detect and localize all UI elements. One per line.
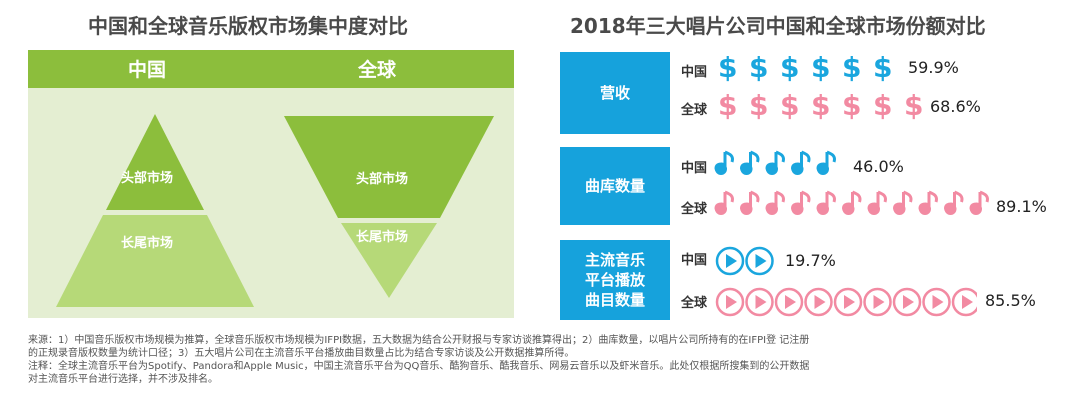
note-line: 的正规录音版权数量为统计口径；3）五大唱片公司在主流音乐平台播放曲目数量占比为结…	[28, 348, 575, 359]
catalog-china-label: 中国	[681, 161, 708, 176]
music-note-icon	[790, 150, 811, 175]
dollar-icon: $	[873, 89, 893, 122]
china-long-tail-trapezoid	[56, 215, 254, 307]
dollar-icon: $	[904, 89, 924, 122]
music-note-icon	[943, 190, 964, 215]
revenue-global-label: 全球	[681, 103, 708, 118]
streaming-china-value: 19.7%	[785, 251, 836, 270]
music-note-icon	[892, 190, 913, 215]
catalog-global-label: 全球	[681, 202, 708, 217]
panel-header: 中国 全球	[28, 50, 514, 88]
streaming-global-icons	[715, 287, 977, 317]
dollar-icon: $	[873, 51, 893, 84]
global-long-tail-triangle	[341, 223, 437, 298]
revenue-category-box: 营收	[560, 52, 670, 134]
catalog-china-value: 46.0%	[853, 157, 904, 176]
dollar-icon: $	[749, 89, 769, 122]
revenue-china-label: 中国	[681, 65, 708, 80]
dollar-icon: $	[811, 51, 831, 84]
china-long-tail-label: 长尾市场	[121, 236, 174, 251]
dollar-icon: $	[718, 89, 738, 122]
music-note-icon	[739, 190, 760, 215]
china-header: 中国	[128, 59, 167, 81]
music-note-icon	[714, 190, 734, 215]
source-notes: 来源：1）中国音乐版权市场规模为推算，全球音乐版权市场规模为IFPI数据，五大数…	[28, 334, 1058, 386]
concentration-panel: 中国 全球 头部市场 长尾市场 头部市场 长尾市场	[28, 50, 514, 318]
streaming-china-label: 中国	[681, 253, 708, 268]
music-note-icon	[969, 190, 989, 215]
pyramid-diagram	[56, 114, 494, 307]
note-line: 注释：全球主流音乐平台为Spotify、Pandora和Apple Music，…	[28, 361, 810, 372]
global-header: 全球	[358, 59, 397, 81]
play-icon	[951, 287, 977, 317]
play-icon	[774, 287, 804, 317]
music-note-icon	[790, 190, 811, 215]
catalog-category-box: 曲库数量	[560, 147, 670, 225]
music-note-icon	[816, 150, 836, 175]
music-note-icon	[918, 190, 938, 215]
revenue-global-value: 68.6%	[930, 97, 981, 116]
right-chart-title: 2018年三大唱片公司中国和全球市场份额对比	[570, 14, 986, 38]
music-note-icon	[714, 150, 734, 175]
play-icon	[804, 287, 833, 317]
streaming-category-box: 主流音乐 平台播放 曲目数量	[560, 240, 670, 320]
music-note-icon	[765, 150, 785, 175]
catalog-china-icons	[714, 150, 836, 175]
play-icon	[745, 246, 774, 276]
music-note-icon	[841, 190, 862, 215]
global-head-market-trapezoid	[284, 116, 494, 218]
play-icon	[745, 287, 774, 317]
dollar-icon: $	[842, 51, 862, 84]
china-head-market-triangle	[106, 114, 204, 210]
global-head-market-label: 头部市场	[356, 172, 409, 187]
music-note-icon	[816, 190, 836, 215]
play-icon	[715, 246, 745, 276]
revenue-china-value: 59.9%	[908, 58, 959, 77]
streaming-china-icons	[715, 246, 774, 276]
global-long-tail-label: 长尾市场	[356, 230, 409, 245]
dollar-icon: $	[842, 89, 862, 122]
dollar-icon: $	[811, 89, 831, 122]
dollar-icon: $	[718, 51, 738, 84]
music-note-icon	[765, 190, 785, 215]
left-chart-title: 中国和全球音乐版权市场集中度对比	[88, 14, 408, 38]
play-icon	[922, 287, 951, 317]
catalog-global-value: 89.1%	[996, 197, 1047, 216]
play-icon	[863, 287, 892, 317]
streaming-category-label: 主流音乐 平台播放 曲目数量	[584, 251, 645, 309]
dollar-icon: $	[749, 51, 769, 84]
streaming-global-label: 全球	[681, 296, 708, 311]
note-line: 对主流音乐平台进行选择，并不涉及排名。	[28, 374, 218, 385]
dollar-icon: $	[780, 51, 800, 84]
music-note-icon	[867, 190, 887, 215]
streaming-global-value: 85.5%	[985, 291, 1036, 310]
dollar-icon: $	[780, 89, 800, 122]
music-note-icon	[739, 150, 760, 175]
catalog-global-icons	[714, 190, 989, 215]
china-head-market-label: 头部市场	[121, 171, 174, 186]
play-icon	[892, 287, 922, 317]
play-icon	[833, 287, 863, 317]
play-icon	[715, 287, 745, 317]
note-line: 来源：1）中国音乐版权市场规模为推算，全球音乐版权市场规模为IFPI数据，五大数…	[28, 335, 810, 346]
